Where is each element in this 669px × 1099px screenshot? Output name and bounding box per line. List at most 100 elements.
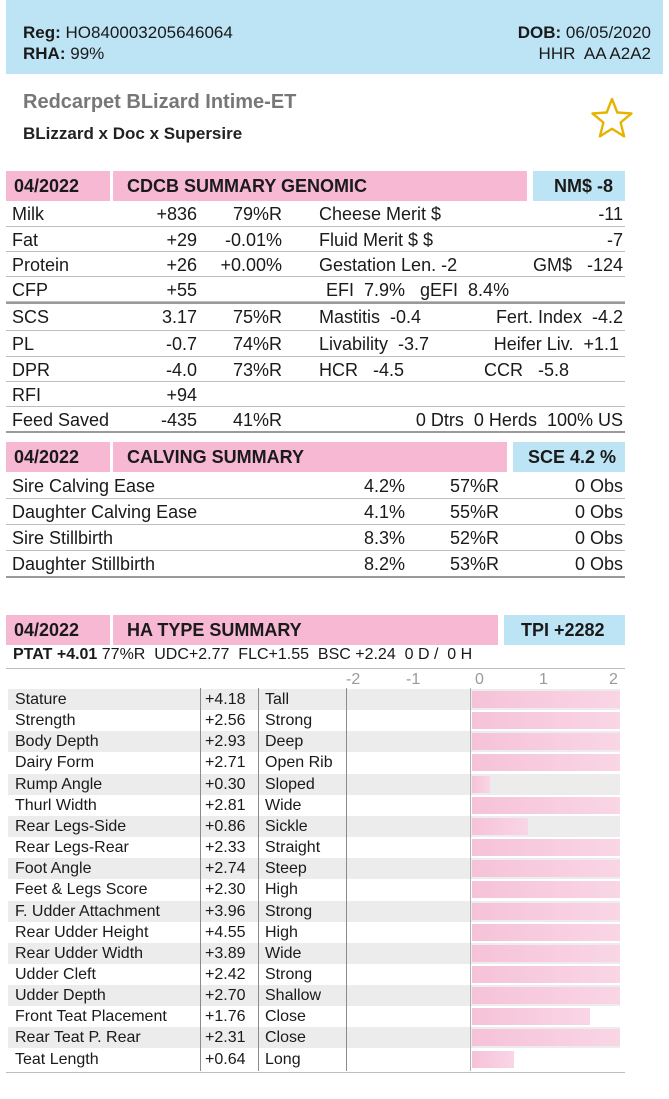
reg-number: HO840003205646064 <box>65 23 233 42</box>
trait-value: +0.64 <box>205 1051 246 1068</box>
trait-name: Udder Cleft <box>15 966 96 983</box>
genomic-label: Fat <box>12 230 39 250</box>
calving-row: Sire Calving Ease 4.2% 57%R 0 Obs <box>6 473 625 499</box>
calving-label: Daughter Stillbirth <box>12 554 156 574</box>
trait-name: Rear Teat P. Rear <box>15 1029 141 1046</box>
genomic-row-fat: Fat +29 -0.01% Fluid Merit $ $ -7 <box>6 227 625 252</box>
trait-descriptor: Deep <box>265 733 304 750</box>
rha-value: 99% <box>70 44 105 63</box>
trait-value: +2.74 <box>205 860 246 877</box>
calving-label: Sire Calving Ease <box>12 476 156 496</box>
genomic-right-label: Livability -3.7 <box>319 334 430 354</box>
trait-value: +2.30 <box>205 881 246 898</box>
trait-bar <box>472 754 620 771</box>
genomic-label: Milk <box>12 204 44 224</box>
trait-descriptor: Tall <box>265 691 290 708</box>
trait-value: +2.70 <box>205 987 246 1004</box>
trait-name: Body Depth <box>15 733 99 750</box>
genomic-right-label: EFI 7.9% gEFI 8.4% <box>326 280 510 300</box>
type-summary-header: 04/2022 HA TYPE SUMMARY TPI +2282 <box>6 615 625 645</box>
trait-bar <box>472 860 620 877</box>
genomic-row-pl: PL -0.7 74%R Livability -3.7 Heifer Liv.… <box>6 331 625 357</box>
genomic-title: CDCB SUMMARY GENOMIC <box>127 176 368 196</box>
trait-name: Front Teat Placement <box>15 1008 167 1025</box>
genomic-right-label: Mastitis -0.4 <box>319 307 422 327</box>
genomic-right-label: HCR -4.5 <box>319 360 405 380</box>
trait-bar <box>472 987 620 1004</box>
genomic-value: +26 <box>166 255 197 275</box>
nm-dollar-badge: NM$ -8 <box>554 176 614 196</box>
trait-name: Rear Legs-Side <box>15 818 127 835</box>
grid-line <box>258 688 259 1071</box>
trait-value: +2.71 <box>205 754 246 771</box>
genomic-label: SCS <box>12 307 50 327</box>
genomic-reliability: 74%R <box>232 334 282 354</box>
genomic-right-label: Fluid Merit $ $ <box>319 230 434 250</box>
calving-obs: 0 Obs <box>574 554 623 574</box>
trait-name: Rump Angle <box>15 776 103 793</box>
trait-name: Dairy Form <box>15 754 95 771</box>
trait-value: +2.56 <box>205 712 246 729</box>
trait-value: +0.86 <box>205 818 246 835</box>
calving-value: 8.3% <box>363 528 405 548</box>
trait-bar <box>472 733 620 750</box>
dob-value: 06/05/2020 <box>565 23 651 42</box>
calving-date: 04/2022 <box>14 447 80 467</box>
type-trait-row: Rear Udder Width +3.89 Wide <box>8 943 620 964</box>
tpi-badge: TPI +2282 <box>521 620 605 640</box>
registration-line: Reg: HO840003205646064 <box>23 23 233 43</box>
trait-descriptor: Close <box>265 1008 306 1025</box>
type-trait-row: Rump Angle +0.30 Sloped <box>8 774 620 795</box>
trait-value: +3.89 <box>205 945 246 962</box>
type-trait-row: Dairy Form +2.71 Open Rib <box>8 752 620 773</box>
scale-label: -2 <box>346 671 361 688</box>
genomic-row-scs: SCS 3.17 75%R Mastitis -0.4 Fert. Index … <box>6 304 625 331</box>
star-outline-icon[interactable] <box>590 96 634 140</box>
trait-descriptor: Strong <box>265 966 313 983</box>
trait-value: +0.30 <box>205 776 246 793</box>
trait-name: Teat Length <box>15 1051 99 1068</box>
genomic-value: -4.0 <box>165 360 197 380</box>
calving-value: 4.2% <box>363 476 405 496</box>
trait-bar <box>472 966 620 983</box>
trait-descriptor: Wide <box>265 797 302 814</box>
trait-bar <box>472 818 529 835</box>
trait-name: Rear Udder Width <box>15 945 144 962</box>
section-divider <box>6 302 625 304</box>
scale-label: -1 <box>406 671 421 688</box>
type-trait-row: Teat Length +0.64 Long <box>8 1049 620 1070</box>
type-trait-row: Rear Udder Height +4.55 High <box>8 922 620 943</box>
genomic-label: Protein <box>12 255 70 275</box>
trait-name: Rear Udder Height <box>15 924 149 941</box>
trait-name: Rear Legs-Rear <box>15 839 129 856</box>
genomic-reliability: 41%R <box>232 410 282 430</box>
ptat-summary-line: PTAT +4.01 77%R UDC+2.77 FLC+1.55 BSC +2… <box>13 646 472 664</box>
genomic-row-rfi: RFI +94 <box>6 382 625 407</box>
animal-info-bar: Reg: HO840003205646064 RHA: 99% DOB: 06/… <box>6 0 663 74</box>
calving-value: 4.1% <box>363 502 405 522</box>
calving-obs: 0 Obs <box>574 476 623 496</box>
trait-value: +2.81 <box>205 797 246 814</box>
trait-bar <box>472 839 620 856</box>
type-trait-row: F. Udder Attachment +3.96 Strong <box>8 901 620 922</box>
calving-row: Sire Stillbirth 8.3% 52%R 0 Obs <box>6 525 625 551</box>
genomic-label: DPR <box>12 360 51 380</box>
genomic-right-value: GM$ -124 <box>532 255 623 275</box>
type-trait-row: Udder Cleft +2.42 Strong <box>8 964 620 985</box>
calving-row: Daughter Calving Ease 4.1% 55%R 0 Obs <box>6 499 625 525</box>
genomic-label: CFP <box>12 280 48 300</box>
trait-descriptor: High <box>265 881 298 898</box>
ptat-divider <box>6 668 625 669</box>
type-trait-row: Rear Legs-Rear +2.33 Straight <box>8 837 620 858</box>
genomic-value: +55 <box>166 280 197 300</box>
trait-bar <box>472 924 620 941</box>
genomic-row-feed-saved: Feed Saved -435 41%R 0 Dtrs 0 Herds 100%… <box>6 407 625 433</box>
genomic-label: RFI <box>12 385 41 405</box>
animal-pedigree: BLizzard x Doc x Supersire <box>23 124 243 143</box>
sce-badge: SCE 4.2 % <box>528 447 617 467</box>
reg-label: Reg: <box>23 23 61 42</box>
type-trait-row: Udder Depth +2.70 Shallow <box>8 985 620 1006</box>
type-trait-row: Body Depth +2.93 Deep <box>8 731 620 752</box>
ptat-value: PTAT +4.01 <box>13 646 98 663</box>
genomic-reliability: 73%R <box>232 360 282 380</box>
